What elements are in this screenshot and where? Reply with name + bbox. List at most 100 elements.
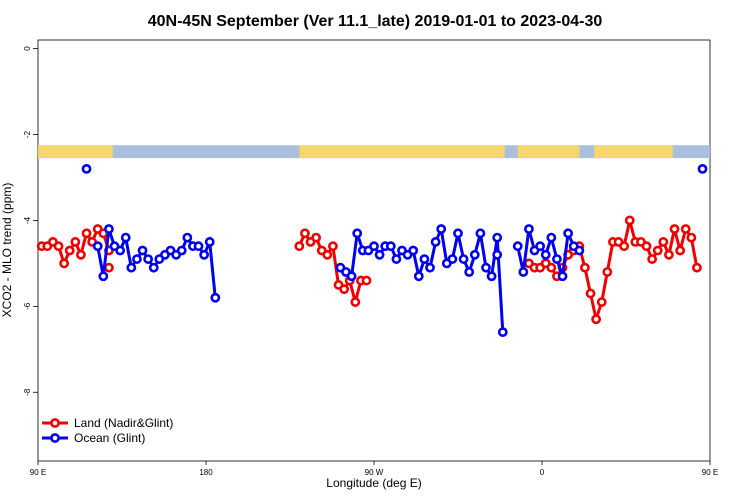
data-point (137, 245, 148, 256)
data-point (104, 224, 114, 234)
data-point (126, 262, 137, 273)
data-point (453, 228, 463, 239)
data-point (98, 271, 109, 282)
data-point (686, 232, 697, 243)
data-point (486, 271, 497, 282)
chart-title: 40N-45N September (Ver 11.1_late) 2019-0… (148, 13, 603, 30)
data-point (557, 271, 568, 282)
data-point (148, 262, 159, 273)
data-point (328, 241, 338, 252)
data-point (591, 314, 602, 325)
data-point (512, 241, 523, 252)
data-point (210, 292, 221, 303)
data-point (669, 224, 680, 234)
land-band (38, 145, 113, 159)
data-point (524, 224, 534, 234)
data-point (580, 262, 590, 273)
data-point (664, 249, 674, 260)
data-point (132, 254, 142, 264)
data-point (143, 254, 154, 264)
data-point (70, 237, 81, 247)
data-point (497, 327, 508, 338)
x-axis: 90 E 180 90 W 0 90 E (30, 461, 718, 477)
data-point (413, 271, 424, 282)
data-point (322, 249, 333, 260)
data-point (458, 254, 469, 264)
data-point (680, 224, 691, 234)
data-point (436, 224, 447, 234)
data-point (619, 241, 630, 252)
y-axis-title: XCO2 - MLO trend (ppm) (0, 183, 14, 318)
data-point (641, 241, 652, 252)
data-point (352, 228, 363, 239)
data-point (361, 275, 372, 286)
data-point (492, 232, 503, 243)
y-tick-label: -6 (23, 302, 32, 310)
data-point (692, 262, 702, 273)
data-point (385, 241, 396, 252)
data-point (540, 249, 551, 260)
y-axis: 0 -2 -4 -6 -8 (23, 46, 38, 396)
data-point (59, 258, 70, 269)
data-point (294, 241, 305, 252)
data-point (535, 241, 546, 252)
data-point (408, 245, 419, 256)
data-point (76, 249, 86, 260)
x-tick-label: 90 W (365, 468, 384, 477)
data-point (475, 228, 486, 239)
land-band (517, 145, 580, 159)
data-point (350, 297, 361, 307)
data-point (182, 232, 193, 243)
legend-marker (50, 418, 60, 428)
data-point (346, 271, 357, 282)
data-point (193, 241, 204, 252)
legend-marker (50, 433, 60, 443)
data-point (339, 284, 350, 295)
legend-label: Land (Nadir&Glint) (74, 416, 173, 430)
data-point (104, 262, 114, 273)
data-point (574, 245, 585, 256)
data-point (115, 245, 126, 256)
data-point (64, 245, 75, 256)
data-point (675, 245, 686, 256)
land-ocean-mask (38, 145, 710, 159)
data-point (647, 254, 658, 264)
data-point (492, 249, 503, 260)
legend-label: Ocean (Glint) (74, 431, 145, 445)
data-point (552, 254, 562, 264)
data-point (430, 237, 441, 247)
legend: Land (Nadir&Glint)Ocean (Glint) (42, 416, 173, 445)
x-tick-label: 180 (199, 468, 213, 477)
data-point (464, 267, 475, 277)
y-tick-label: -4 (23, 216, 32, 224)
data-point (92, 241, 103, 252)
data-point (658, 237, 669, 247)
land-band (594, 145, 673, 159)
data-point (81, 163, 92, 174)
data-point (374, 249, 385, 260)
data-point (563, 228, 574, 239)
data-point (697, 163, 708, 174)
series-ocean (81, 163, 708, 338)
data-point (546, 262, 557, 273)
data-point (199, 249, 210, 260)
data-point (53, 241, 64, 252)
data-point (624, 215, 635, 226)
data-point (176, 245, 187, 256)
y-tick-label: 0 (23, 46, 32, 51)
x-tick-label: 0 (540, 468, 545, 477)
series-layer (36, 163, 708, 338)
data-point (447, 254, 458, 264)
y-tick-label: -2 (23, 130, 32, 138)
x-tick-label: 90 E (702, 468, 718, 477)
data-point (311, 232, 322, 243)
data-point (652, 245, 663, 256)
data-point (518, 267, 529, 277)
data-point (81, 228, 92, 239)
data-point (120, 232, 131, 243)
x-tick-label: 90 E (30, 468, 46, 477)
data-point (481, 262, 491, 273)
data-point (204, 237, 215, 247)
x-axis-title: Longitude (deg E) (326, 476, 421, 490)
